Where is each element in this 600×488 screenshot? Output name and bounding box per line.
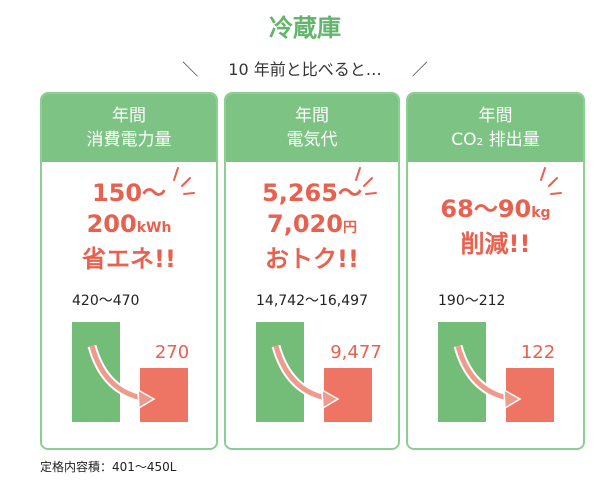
subtitle: ＼ 10 年前と比べると… ／ <box>0 56 600 80</box>
arrow <box>273 345 327 401</box>
subtitle-text: 10 年前と比べると… <box>228 60 382 79</box>
card: 年間 CO₂ 排出量 68～90kg 削減!! 190～212 122 <box>406 92 585 450</box>
highlight-text: 5,265～ <box>262 179 362 207</box>
sparkle <box>355 167 377 195</box>
highlight-line: 150～ <box>42 178 216 209</box>
bar-graphic <box>72 167 195 422</box>
card-header: 年間 電気代 <box>226 94 398 162</box>
before-bar <box>72 322 120 422</box>
bar-graphic <box>256 167 377 422</box>
before-bar <box>438 322 486 422</box>
unit: 円 <box>342 220 357 236</box>
before-label: 420～470 <box>72 293 140 309</box>
before-label: 190～212 <box>438 293 506 309</box>
title: 冷蔵庫 <box>269 14 341 42</box>
sparkle <box>173 167 195 195</box>
after-label: 9,477 <box>330 342 382 363</box>
after-label: 122 <box>520 342 556 363</box>
highlight-text: 200 <box>86 210 137 238</box>
highlight-text: おトク!! <box>265 245 359 273</box>
sparkle <box>540 167 562 195</box>
highlight-text: 削減!! <box>460 230 531 258</box>
card-header: 年間 消費電力量 <box>42 94 216 162</box>
highlight: 5,265～ 7,020円 おトク!! <box>226 178 398 275</box>
highlight: 150～ 200kWh 省エネ!! <box>42 178 216 275</box>
header-line: 消費電力量 <box>86 130 172 150</box>
arrow <box>89 345 143 401</box>
highlight-text: 7,020 <box>267 210 343 238</box>
slash-left: ＼ <box>182 60 199 79</box>
highlight-line: 200kWh <box>42 209 216 244</box>
highlight-line: 削減!! <box>408 229 583 260</box>
arrow <box>455 345 509 401</box>
highlight-line: おトク!! <box>226 244 398 275</box>
highlight-text: 省エネ!! <box>82 245 176 273</box>
unit: kg <box>531 205 551 221</box>
before-bar <box>256 322 304 422</box>
slash-right: ／ <box>411 60 428 79</box>
footnote: 定格内容積：401～450L <box>40 460 177 474</box>
bar-graphic <box>438 167 562 422</box>
highlight-line: 省エネ!! <box>42 244 216 275</box>
before-label: 14,742～16,497 <box>256 293 368 309</box>
highlight-text: 150～ <box>91 179 167 207</box>
header-line: 年間 <box>295 106 329 126</box>
header-line: CO₂ 排出量 <box>451 130 540 150</box>
card: 年間 電気代 5,265～ 7,020円 おトク!! 14,742～16,497 9,47… <box>224 92 400 450</box>
unit: kWh <box>136 220 172 236</box>
card: 年間 消費電力量 150～ 200kWh 省エネ!! 420～470 270 <box>40 92 218 450</box>
highlight-line: 7,020円 <box>226 209 398 244</box>
header-line: 年間 <box>478 106 513 126</box>
after-label: 270 <box>154 342 190 363</box>
highlight-line: 5,265～ <box>226 178 398 209</box>
arrow-head <box>137 388 156 410</box>
highlight-text: 68～90 <box>440 195 532 223</box>
header-line: 年間 <box>112 106 146 126</box>
arrow-head <box>503 388 522 410</box>
card-header: 年間 CO₂ 排出量 <box>408 94 583 162</box>
arrow-head <box>321 388 340 410</box>
header-line: 電気代 <box>286 130 338 150</box>
highlight-line: 68～90kg <box>408 194 583 229</box>
highlight: 68～90kg 削減!! <box>408 194 583 260</box>
